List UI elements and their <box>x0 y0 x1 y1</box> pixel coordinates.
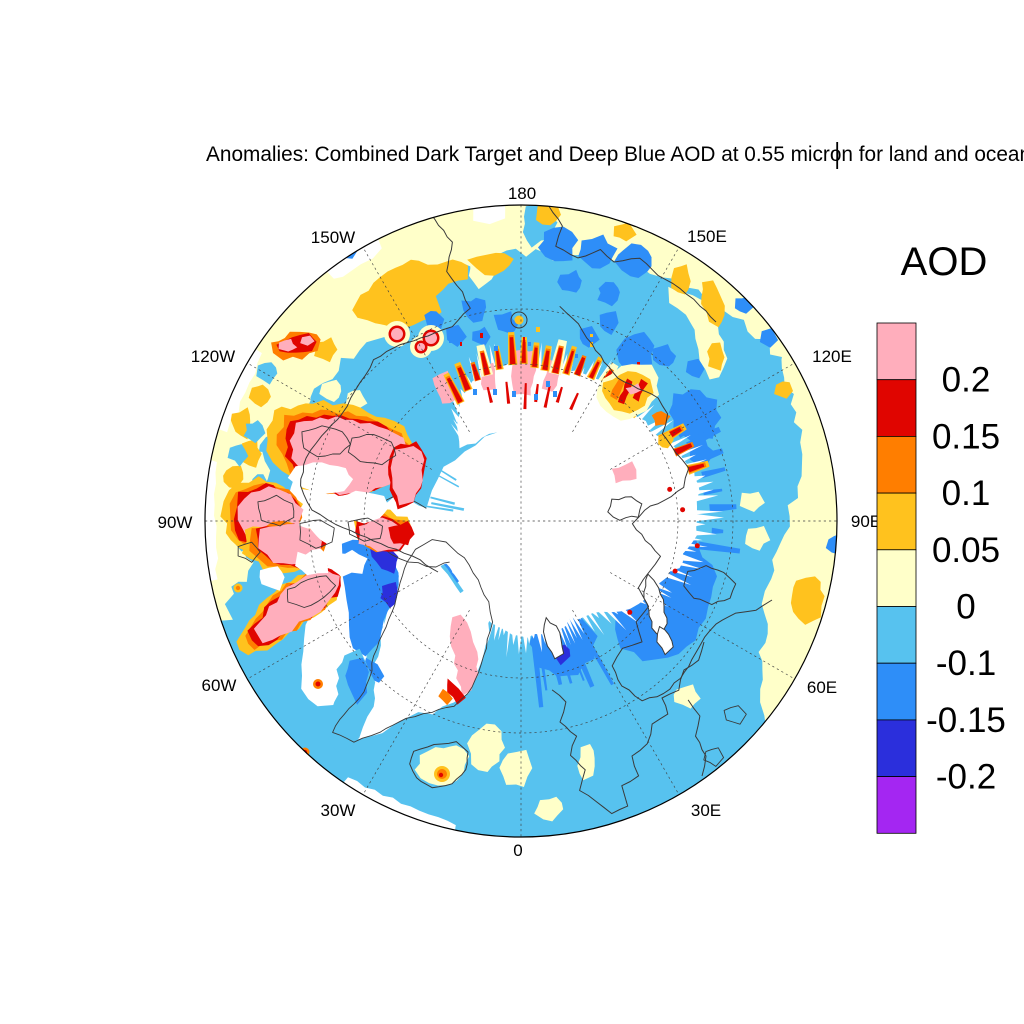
svg-text:-0.1: -0.1 <box>936 644 996 683</box>
svg-text:120E: 120E <box>812 347 852 366</box>
svg-text:0.05: 0.05 <box>932 531 1000 570</box>
svg-text:150E: 150E <box>687 227 727 246</box>
svg-text:0: 0 <box>956 588 975 627</box>
svg-text:90E: 90E <box>851 512 881 531</box>
svg-text:30W: 30W <box>321 801 356 820</box>
svg-text:30E: 30E <box>691 801 721 820</box>
svg-text:180: 180 <box>508 184 536 203</box>
svg-text:Anomalies: Combined Dark Targe: Anomalies: Combined Dark Target and Deep… <box>206 143 1024 166</box>
svg-text:120W: 120W <box>191 347 235 366</box>
svg-text:0.2: 0.2 <box>942 361 991 400</box>
svg-text:AOD: AOD <box>901 240 988 284</box>
svg-text:0.15: 0.15 <box>932 417 1000 456</box>
svg-text:150W: 150W <box>311 228 355 247</box>
svg-text:-0.15: -0.15 <box>926 701 1006 740</box>
svg-text:90W: 90W <box>158 513 193 532</box>
svg-text:60E: 60E <box>807 678 837 697</box>
svg-text:0.1: 0.1 <box>942 474 991 513</box>
svg-text:0: 0 <box>513 841 522 860</box>
svg-text:-0.2: -0.2 <box>936 758 996 797</box>
svg-text:60W: 60W <box>202 676 237 695</box>
